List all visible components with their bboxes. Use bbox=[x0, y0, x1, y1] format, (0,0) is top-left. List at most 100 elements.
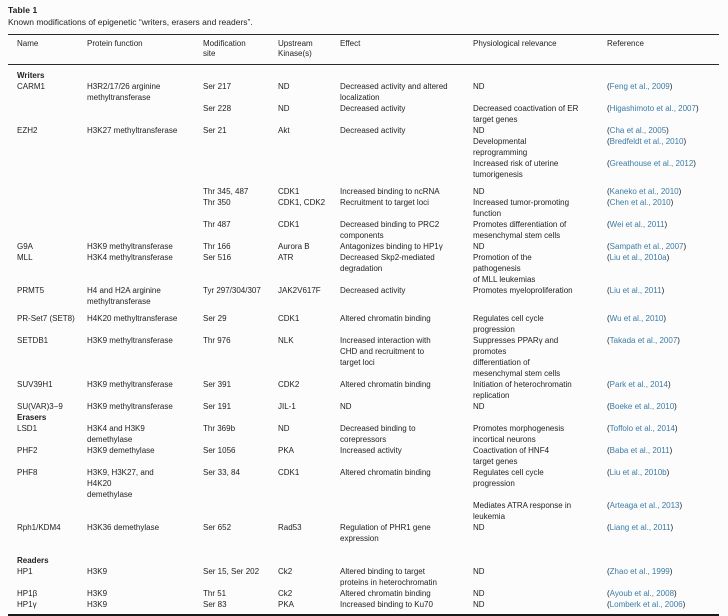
citation-paren-close: ) bbox=[693, 159, 696, 168]
cell-kinase: CDK1 bbox=[278, 314, 300, 323]
citation-paren-open: ( bbox=[607, 567, 610, 576]
header-row: Name Protein function Modification site Ups… bbox=[8, 34, 719, 65]
citation-link[interactable]: Kaneko et al., 2010 bbox=[609, 187, 679, 196]
citation-paren-open: ( bbox=[607, 402, 610, 411]
cell-relevance: Mediates ATRA response in leukemia bbox=[473, 501, 572, 521]
cell-relevance: Promotes morphogenesis incortical neuron… bbox=[473, 424, 565, 444]
citation-link[interactable]: Higashimoto et al., 2007 bbox=[609, 104, 696, 113]
citation-link[interactable]: Greathouse et al., 2012 bbox=[609, 159, 694, 168]
section-row: Erasers bbox=[8, 412, 719, 423]
column-header-function: Protein function bbox=[87, 34, 203, 65]
cell-relevance: ND bbox=[473, 402, 485, 411]
cell-reference: (Liu et al., 2010b) bbox=[607, 467, 719, 500]
cell-function: H3K4 and H3K9 demethylase bbox=[87, 424, 145, 444]
cell-effect: Altered chromatin binding bbox=[340, 468, 431, 477]
cell-effect: Decreased binding to corepressors bbox=[340, 424, 416, 444]
cell-relevance: Regulates cell cycle progression bbox=[473, 314, 544, 334]
citation-link[interactable]: Sampath et al., 2007 bbox=[609, 242, 684, 251]
cell-kinase bbox=[278, 158, 340, 180]
cell-relevance: Promotes differentiation of mesenchymal … bbox=[473, 220, 567, 240]
cell-relevance: Increased tumor-promoting function bbox=[473, 198, 570, 218]
section-label: Writers bbox=[17, 71, 45, 80]
citation-link[interactable]: Arteaga et al., 2013 bbox=[609, 501, 680, 510]
table-row: Mediates ATRA response in leukemia (Artea… bbox=[8, 500, 719, 522]
cell-site: Thr 345, 487 bbox=[203, 187, 249, 196]
cell-reference: (Liang et al., 2011) bbox=[607, 522, 719, 544]
cell-reference: (Feng et al., 2009) bbox=[607, 81, 719, 103]
citation-link[interactable]: Liu et al., 2010b bbox=[609, 468, 667, 477]
cell-effect: Increased binding to ncRNA bbox=[340, 187, 440, 196]
citation-paren-open: ( bbox=[607, 600, 610, 609]
citation-paren-close: ) bbox=[669, 82, 673, 91]
citation-link[interactable]: Ayoub et al., 2008 bbox=[609, 589, 675, 598]
table-row: Rph1/KDM4 H3K36 demethylase Ser 652 Rad53 Re… bbox=[8, 522, 719, 544]
cell-name: PHF2 bbox=[17, 446, 38, 455]
cell-effect bbox=[340, 158, 473, 180]
citation-paren-open: ( bbox=[607, 198, 610, 207]
citation-paren-close: ) bbox=[683, 137, 687, 146]
cell-site: Thr 51 bbox=[203, 589, 227, 598]
section-row: Readers bbox=[8, 544, 719, 566]
cell-relevance: Promotion of the pathogenesis of MLL leu… bbox=[473, 253, 536, 284]
citation-paren-open: ( bbox=[607, 126, 610, 135]
cell-kinase: ND bbox=[278, 104, 290, 113]
cell-site: Ser 391 bbox=[203, 380, 232, 389]
citation-paren-open: ( bbox=[607, 159, 610, 168]
table-row: EZH2 H3K27 methyltransferase Ser 21 Akt Decr… bbox=[8, 125, 719, 136]
cell-effect: Decreased activity bbox=[340, 126, 406, 135]
cell-site: Ser 228 bbox=[203, 104, 232, 113]
cell-kinase: JAK2V617F bbox=[278, 286, 321, 295]
cell-reference: (Takada et al., 2007) bbox=[607, 335, 719, 379]
cell-reference: (Park et al., 2014) bbox=[607, 379, 719, 401]
citation-paren-close: ) bbox=[661, 286, 665, 295]
cell-kinase: CDK1 bbox=[278, 468, 300, 477]
citation-link[interactable]: Toffolo et al., 2014 bbox=[609, 424, 675, 433]
cell-name: HP1 bbox=[17, 567, 33, 576]
cell-kinase: CDK1 bbox=[278, 187, 300, 196]
cell-kinase: CDK1 bbox=[278, 220, 300, 229]
cell-name: SETDB1 bbox=[17, 336, 49, 345]
citation-link[interactable]: Boeke et al., 2010 bbox=[609, 402, 675, 411]
cell-site: Ser 1056 bbox=[203, 446, 236, 455]
cell-kinase bbox=[278, 136, 340, 158]
cell-site: Thr 166 bbox=[203, 242, 231, 251]
cell-relevance: Coactivation of HNF4 target genes bbox=[473, 446, 550, 466]
citation-link[interactable]: Baba et al., 2011 bbox=[609, 446, 670, 455]
citation-link[interactable]: Bredfeldt et al., 2010 bbox=[609, 137, 684, 146]
citation-link[interactable]: Park et al., 2014 bbox=[609, 380, 668, 389]
cell-relevance: Suppresses PPARγ and promotes differenti… bbox=[473, 336, 561, 378]
citation-paren-close: ) bbox=[667, 380, 671, 389]
cell-relevance: ND bbox=[473, 523, 485, 532]
cell-relevance: ND bbox=[473, 187, 485, 196]
citation-link[interactable]: Liu et al., 2011 bbox=[609, 286, 662, 295]
citation-link[interactable]: Wu et al., 2010 bbox=[609, 314, 664, 323]
citation-link[interactable]: Liang et al., 2011 bbox=[609, 523, 671, 532]
citation-link[interactable]: Wei et al., 2011 bbox=[609, 220, 665, 229]
citation-link[interactable]: Cha et al., 2005 bbox=[609, 126, 667, 135]
citation-link[interactable]: Lomberk et al., 2006 bbox=[609, 600, 683, 609]
table-row: LSD1 H3K4 and H3K9 demethylase Thr 369b ND D… bbox=[8, 423, 719, 445]
cell-kinase: CDK2 bbox=[278, 380, 300, 389]
citation-link[interactable]: Feng et al., 2009 bbox=[609, 82, 670, 91]
cell-kinase: Ck2 bbox=[278, 589, 293, 598]
cell-function bbox=[87, 103, 203, 125]
cell-function: H3R2/17/26 arginine methyltransferase bbox=[87, 82, 161, 102]
cell-function bbox=[87, 136, 203, 158]
citation-link[interactable]: Chen et al., 2010 bbox=[609, 198, 671, 207]
citation-paren-close: ) bbox=[679, 501, 683, 510]
cell-reference: (Greathouse et al., 2012) bbox=[607, 158, 719, 180]
cell-relevance: Promotes myeloproliferation bbox=[473, 286, 573, 295]
citation-paren-open: ( bbox=[607, 380, 610, 389]
citation-link[interactable]: Takada et al., 2007 bbox=[609, 336, 678, 345]
cell-effect: Antagonizes binding to HP1γ bbox=[340, 242, 443, 251]
cell-site: Ser 652 bbox=[203, 523, 232, 532]
table-row: Thr 487 CDK1 Decreased binding to PRC2 com… bbox=[8, 219, 719, 241]
citation-link[interactable]: Liu et al., 2010a bbox=[609, 253, 667, 262]
citation-link[interactable]: Zhao et al., 1999 bbox=[609, 567, 670, 576]
cell-site: Ser 29 bbox=[203, 314, 227, 323]
cell-function: H3K9 methyltransferase bbox=[87, 380, 173, 389]
cell-function: H3K9 methyltransferase bbox=[87, 242, 173, 251]
cell-function: H3K36 demethylase bbox=[87, 523, 160, 532]
cell-site: Ser 516 bbox=[203, 253, 232, 262]
cell-effect: Decreased activity bbox=[340, 104, 406, 113]
